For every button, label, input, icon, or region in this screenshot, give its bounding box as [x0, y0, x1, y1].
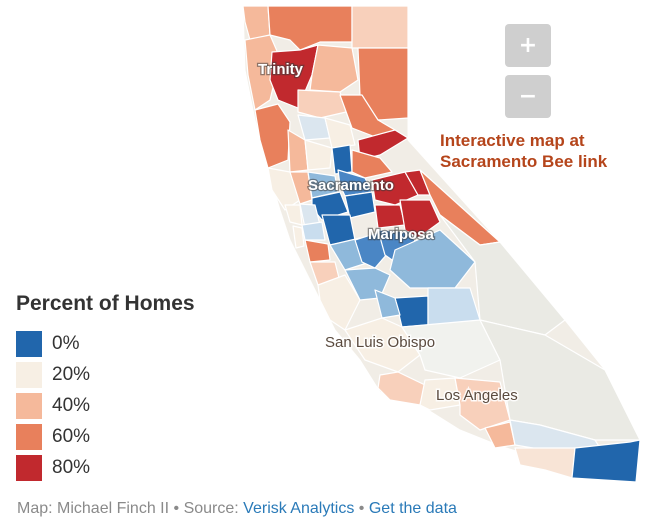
legend-item: 40%: [16, 390, 276, 421]
note-line-2: Sacramento Bee link: [440, 152, 608, 171]
county-modoc[interactable]: [351, 5, 409, 49]
county-contra-costa[interactable]: [301, 221, 326, 241]
legend-label: 60%: [52, 425, 91, 447]
get-data-link[interactable]: Get the data: [368, 500, 457, 517]
county-humboldt[interactable]: [244, 34, 281, 111]
label-trinity: Trinity: [258, 61, 304, 78]
label-mariposa: Mariposa: [368, 226, 435, 243]
legend-label: 80%: [52, 456, 91, 478]
county-amador[interactable]: [344, 191, 376, 219]
legend-swatch: [16, 361, 42, 388]
county-inyo[interactable]: [439, 214, 566, 336]
separator: •: [358, 500, 365, 517]
legend-swatch: [16, 392, 42, 419]
map-credit: Map: Michael Finch II: [17, 500, 170, 517]
source-prefix: Source:: [183, 500, 239, 517]
label-sacramento: Sacramento: [308, 177, 394, 194]
county-imperial[interactable]: [571, 439, 641, 483]
county-alameda[interactable]: [304, 239, 331, 263]
county-lassen[interactable]: [357, 47, 409, 121]
label-san-luis-obispo: San Luis Obispo: [325, 334, 435, 351]
legend-label: 40%: [52, 394, 91, 416]
county-san-diego[interactable]: [514, 447, 576, 479]
county-butte[interactable]: [324, 117, 356, 149]
county-colusa[interactable]: [304, 139, 333, 171]
legend-swatch: [16, 330, 42, 357]
county-los-angeles[interactable]: [454, 377, 511, 431]
legend-label: 20%: [52, 363, 91, 385]
legend: Percent of Homes 0% 20% 40% 60% 80%: [16, 292, 276, 483]
separator: •: [173, 500, 180, 517]
legend-item: 20%: [16, 359, 276, 390]
legend-title: Percent of Homes: [16, 292, 195, 315]
note-line-1: Interactive map at: [440, 131, 585, 150]
county-nevada[interactable]: [351, 149, 393, 179]
county-tehama[interactable]: [297, 89, 347, 119]
county-mendocino[interactable]: [254, 103, 291, 169]
label-los-angeles: Los Angeles: [436, 387, 518, 404]
interactive-map-note[interactable]: Interactive map at Sacramento Bee link: [440, 130, 655, 172]
county-ventura[interactable]: [419, 377, 461, 411]
county-calaveras[interactable]: [374, 204, 406, 229]
legend-item: 80%: [16, 452, 276, 483]
county-shasta[interactable]: [309, 44, 359, 93]
county-san-benito[interactable]: [374, 289, 401, 319]
legend-item: 60%: [16, 421, 276, 452]
legend-swatch: [16, 423, 42, 450]
source-link[interactable]: Verisk Analytics: [243, 500, 355, 517]
county-yuba[interactable]: [331, 144, 353, 175]
legend-item: 0%: [16, 328, 276, 359]
zoom-in-button[interactable]: +: [505, 24, 551, 67]
zoom-out-button[interactable]: −: [505, 75, 551, 118]
legend-label: 0%: [52, 332, 80, 354]
county-san-francisco[interactable]: [292, 225, 305, 249]
county-tuolumne[interactable]: [399, 199, 441, 239]
legend-swatch: [16, 454, 42, 481]
footer-credits: Map: Michael Finch II • Source: Verisk A…: [17, 500, 457, 518]
